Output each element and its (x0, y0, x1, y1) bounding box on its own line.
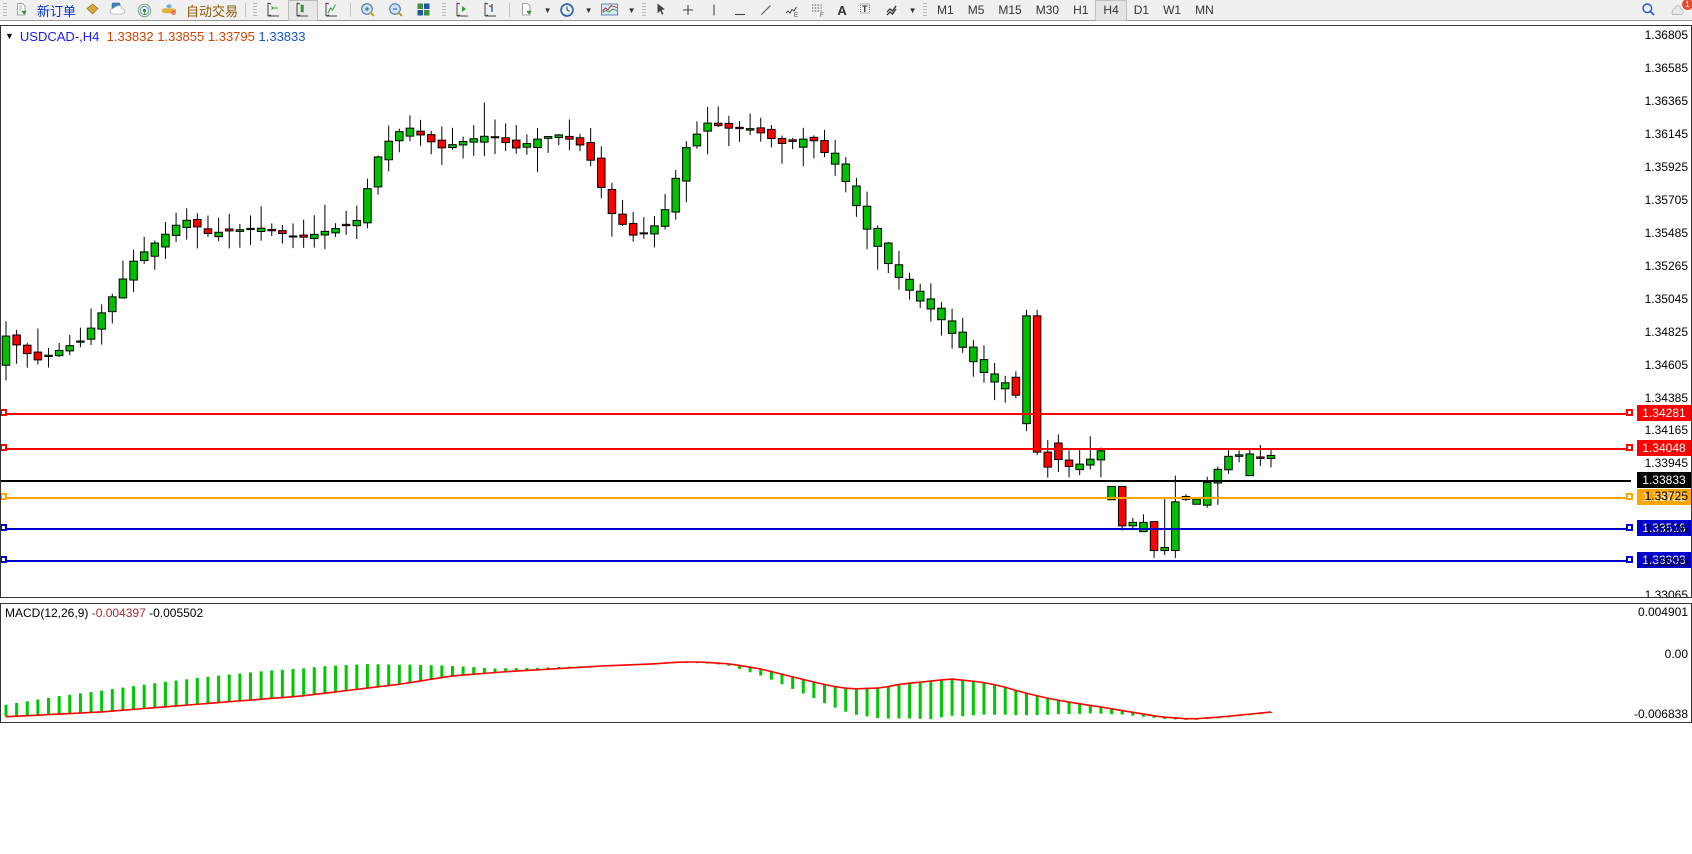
svg-text:T: T (862, 4, 868, 14)
svg-text:E: E (794, 13, 798, 18)
svg-text:F: F (820, 13, 824, 18)
